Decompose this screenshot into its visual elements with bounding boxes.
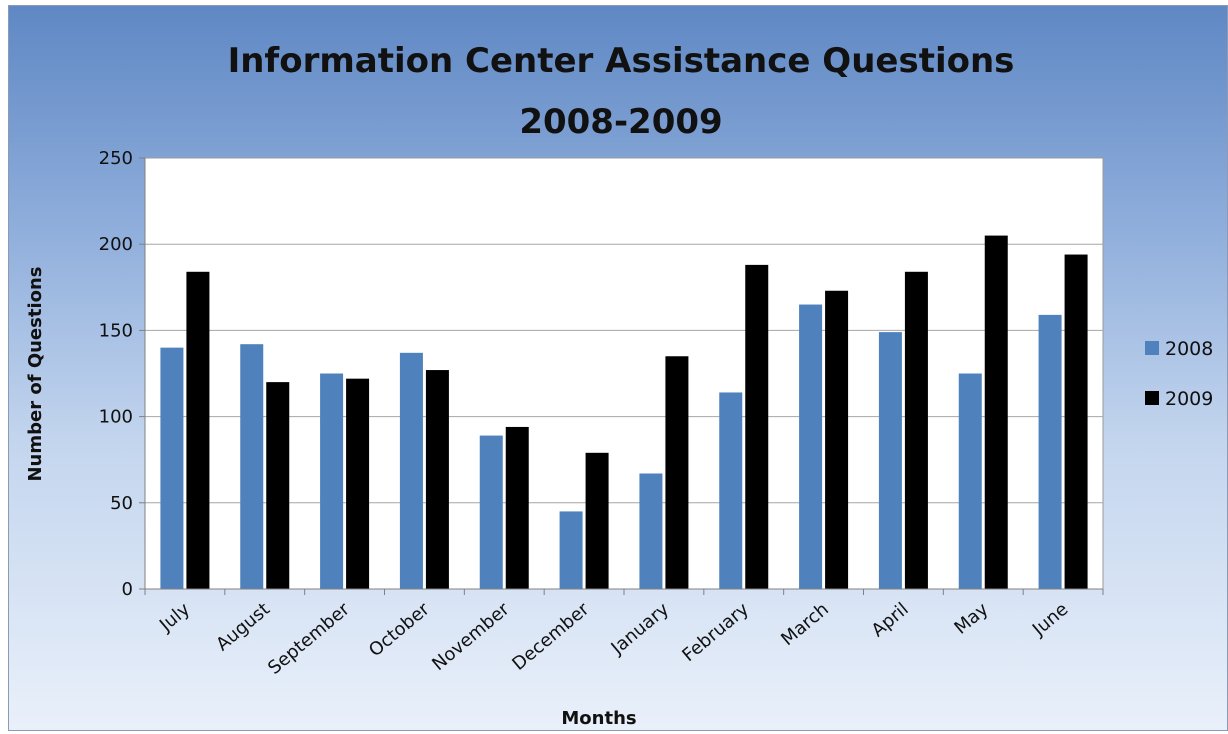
x-tick-label: June — [1028, 599, 1072, 641]
bar-2009-march — [825, 290, 849, 589]
x-axis-title: Months — [561, 708, 636, 729]
y-axis-title: Number of Questions — [25, 266, 46, 481]
chart-title-line-2: 2008-2009 — [519, 102, 722, 142]
gridlines — [145, 243, 1103, 504]
bar-2008-november — [479, 435, 503, 589]
y-tick-label: 50 — [110, 493, 133, 514]
bar-chart: Information Center Assistance Questions … — [25, 41, 1213, 729]
plot-area — [144, 157, 1104, 590]
bar-2009-january — [665, 356, 689, 589]
bar-2008-february — [719, 392, 743, 589]
bar-2008-october — [399, 352, 423, 589]
bar-2009-february — [745, 264, 769, 589]
y-tick-label: 150 — [99, 320, 133, 341]
legend: 2008 2009 — [1145, 338, 1213, 410]
x-tick-label: April — [868, 599, 913, 642]
x-tick-label: November — [428, 598, 514, 675]
x-tick-label: September — [264, 598, 354, 678]
y-tick-label: 250 — [99, 148, 133, 169]
bar-2009-july — [186, 271, 210, 589]
bar-2008-july — [160, 347, 184, 589]
x-tick-label: February — [678, 599, 753, 667]
bar-2008-august — [240, 344, 264, 589]
bar-2008-december — [559, 511, 583, 589]
bar-2009-may — [984, 235, 1008, 589]
bar-2008-january — [639, 473, 663, 589]
legend-swatch-2009 — [1145, 391, 1159, 405]
y-axis-ticks: 0 50 100 150 200 250 — [99, 148, 146, 600]
bar-2008-march — [799, 304, 823, 589]
bar-2009-december — [585, 452, 609, 589]
x-tick-label: May — [950, 599, 992, 639]
x-tick-label: December — [508, 598, 593, 674]
chart-frame: Information Center Assistance Questions … — [8, 5, 1228, 731]
x-tick-label: August — [212, 599, 274, 656]
bar-2008-may — [958, 373, 982, 589]
bar-2008-april — [878, 332, 902, 589]
bar-2008-september — [320, 373, 344, 589]
legend-label-2009: 2009 — [1165, 388, 1213, 410]
x-tick-label: January — [607, 599, 674, 660]
chart-title-line-1: Information Center Assistance Questions — [228, 41, 1015, 81]
bar-2008-june — [1038, 314, 1062, 589]
bar-2009-august — [266, 382, 290, 589]
bar-2009-november — [505, 426, 529, 589]
x-tick-label: July — [155, 599, 194, 637]
bar-2009-june — [1064, 254, 1088, 589]
y-tick-label: 100 — [99, 407, 133, 428]
x-tick-label: March — [777, 599, 833, 650]
bar-2009-october — [425, 370, 449, 589]
legend-swatch-2008 — [1145, 341, 1159, 355]
bar-2009-april — [904, 271, 928, 589]
bar-2009-september — [346, 378, 370, 589]
y-tick-label: 0 — [122, 579, 133, 600]
bars-group — [160, 235, 1088, 589]
y-tick-label: 200 — [99, 234, 133, 255]
x-tick-label: October — [365, 598, 434, 661]
legend-label-2008: 2008 — [1165, 338, 1213, 360]
